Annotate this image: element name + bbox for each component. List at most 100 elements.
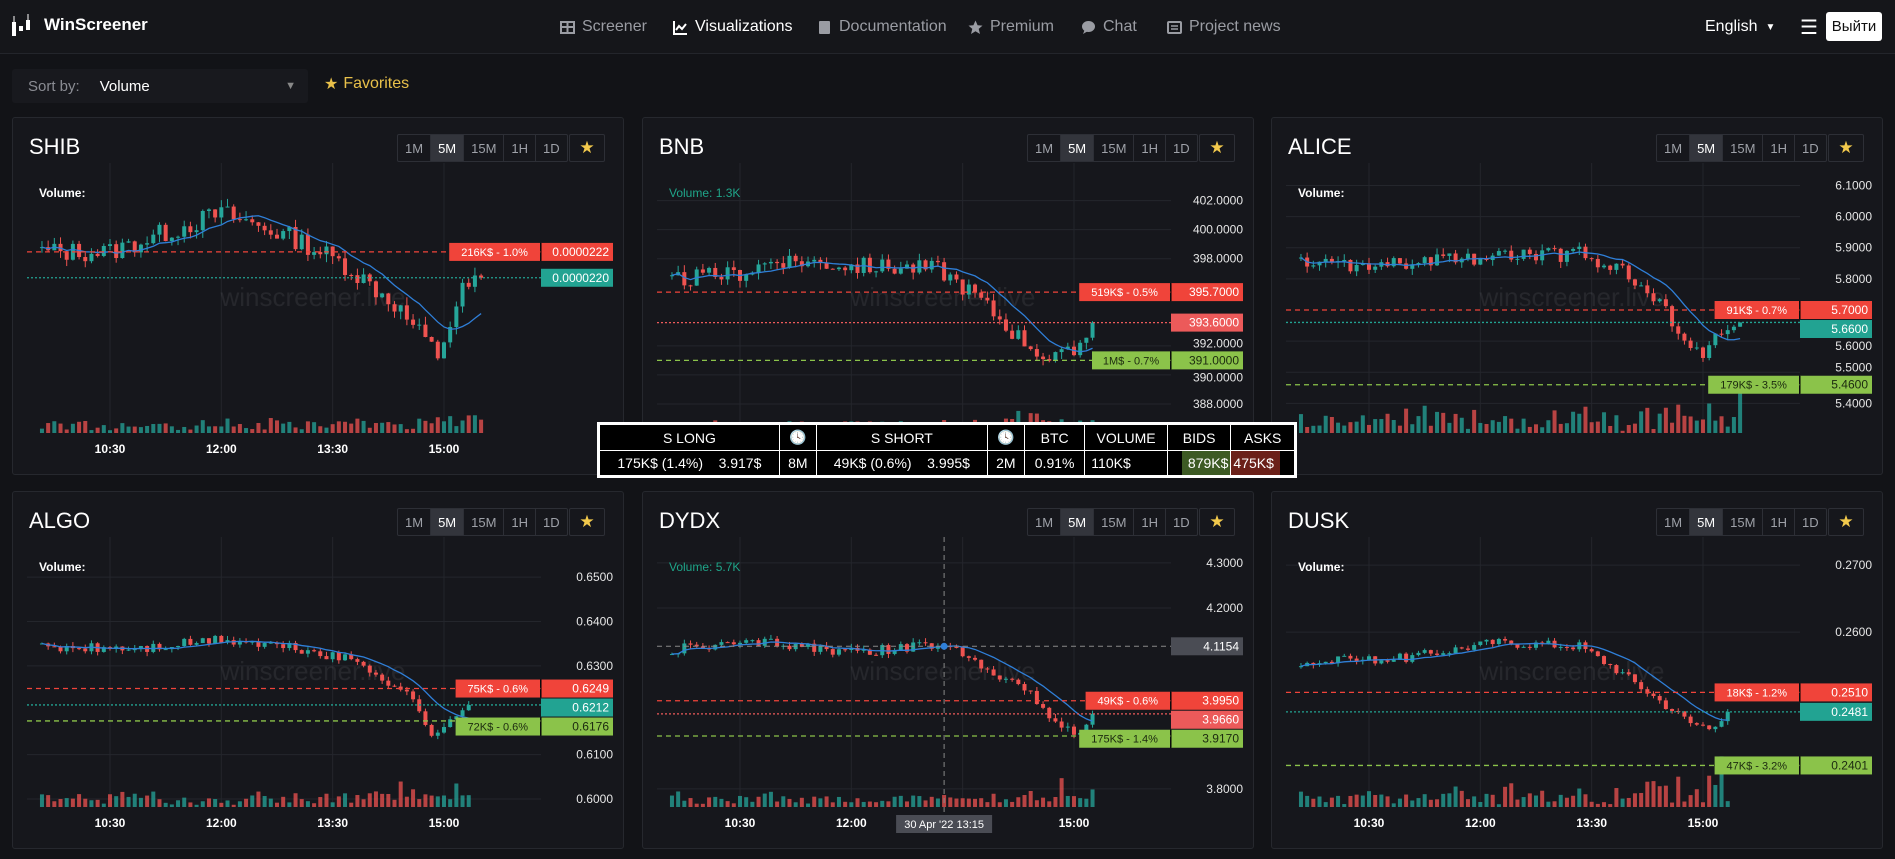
timeframe-1d-button[interactable]: 1D — [1802, 140, 1819, 156]
timeframe-15m-button[interactable]: 15M — [464, 509, 505, 535]
volume-bar — [163, 802, 168, 807]
candle-body — [1416, 263, 1421, 265]
crosshair-time-box — [896, 815, 993, 833]
timeframe-1m-button[interactable]: 1M — [1028, 509, 1062, 535]
timeframe-5m-button[interactable]: 5M — [431, 509, 465, 535]
candle-body — [880, 259, 885, 272]
timeframe-15m-button[interactable]: 15M — [1723, 509, 1764, 535]
candle-body — [423, 711, 428, 725]
nav-project-news[interactable]: Project news — [1167, 0, 1281, 54]
volume-bar — [880, 800, 885, 807]
volume-bar — [219, 426, 224, 433]
volume-bar — [1397, 425, 1402, 433]
timeframe-1h-button[interactable]: 1H — [1763, 509, 1796, 535]
volume-bar — [1428, 799, 1433, 807]
asks-amount: 475K$ — [1231, 451, 1280, 476]
candlestick-chart[interactable]: 10:30 12:00 13:30 15:00winscreener.live0.00… — [13, 118, 624, 475]
volume-bar — [1311, 425, 1316, 433]
timeframe-1m-button[interactable]: 1M — [398, 135, 432, 161]
candle-body — [1016, 679, 1021, 685]
nav-chat[interactable]: Chat — [1081, 0, 1137, 54]
timeframe-15m-button[interactable]: 15M — [1094, 135, 1135, 161]
timeframe-1d-button[interactable]: 1D — [543, 140, 560, 156]
candle-body — [299, 650, 304, 654]
candle-body — [1558, 646, 1563, 648]
candle-body — [157, 224, 162, 235]
candle-body — [1632, 674, 1637, 683]
timeframe-5m-button[interactable]: 5M — [1061, 509, 1095, 535]
y-tick-label: 0.6300 — [576, 659, 613, 673]
timeframe-1m-button[interactable]: 1M — [1028, 135, 1062, 161]
volume-bar — [1595, 421, 1600, 433]
timeframe-1h-button[interactable]: 1H — [504, 509, 537, 535]
candle-body — [200, 210, 205, 231]
ask-info-label: 519K$ - 0.5% — [1091, 287, 1158, 299]
timeframe-15m-button[interactable]: 15M — [1094, 509, 1135, 535]
app-logo[interactable]: WinScreener — [10, 12, 148, 38]
timeframe-group: 1M 5M 15M 1H 1D — [1656, 134, 1827, 162]
volume-bar — [1305, 427, 1310, 433]
volume-bar — [244, 798, 249, 807]
candle-body — [1065, 726, 1070, 728]
favorite-star-button[interactable]: ★ — [1828, 134, 1864, 162]
menu-icon[interactable]: ☰ — [1800, 16, 1818, 39]
timeframe-1h-button[interactable]: 1H — [1134, 135, 1167, 161]
timeframe-1d-button[interactable]: 1D — [1173, 140, 1190, 156]
timeframe-5m-button[interactable]: 5M — [431, 135, 465, 161]
candle-body — [1484, 258, 1489, 261]
candle-body — [991, 669, 996, 676]
timeframe-5m-button[interactable]: 5M — [1690, 135, 1724, 161]
candle-body — [682, 272, 687, 286]
favorite-star-button[interactable]: ★ — [569, 508, 605, 536]
star-icon: ★ — [579, 138, 595, 157]
candle-body — [472, 275, 477, 287]
candle-body — [1663, 299, 1668, 307]
x-tick-label: 12:00 — [206, 816, 237, 830]
candle-body — [194, 230, 199, 233]
favorite-star-button[interactable]: ★ — [1828, 508, 1864, 536]
timeframe-5m-button[interactable]: 5M — [1690, 509, 1724, 535]
candle-body — [1041, 356, 1046, 360]
language-select[interactable]: English ▼ — [1705, 0, 1775, 54]
timeframe-1m-button[interactable]: 1M — [1657, 135, 1691, 161]
volume-bar — [83, 420, 88, 433]
volume-bar — [355, 418, 360, 433]
timeframe-1d-button[interactable]: 1D — [1173, 514, 1190, 530]
timeframe-1h-button[interactable]: 1H — [504, 135, 537, 161]
volume-bar — [1602, 412, 1607, 433]
favorites-button[interactable]: ★ Favorites — [324, 74, 409, 94]
volume-bar — [274, 420, 279, 433]
candle-body — [793, 255, 798, 262]
candle-body — [750, 640, 755, 642]
nav-premium[interactable]: Premium — [968, 0, 1054, 54]
favorite-star-button[interactable]: ★ — [569, 134, 605, 162]
candle-body — [1465, 648, 1470, 650]
candlestick-chart[interactable]: 0.6500 0.6400 0.6300 0.6100 0.6000 10:30 12:00… — [13, 492, 624, 849]
favorite-star-button[interactable]: ★ — [1199, 508, 1235, 536]
volume-bar — [1422, 794, 1427, 807]
candlestick-chart[interactable]: 4.3000 4.2000 3.8000 10:30 12:00 15:00 winscre… — [643, 492, 1254, 849]
timeframe-1m-button[interactable]: 1M — [398, 509, 432, 535]
timeframe-1h-button[interactable]: 1H — [1134, 509, 1167, 535]
timeframe-1h-button[interactable]: 1H — [1763, 135, 1796, 161]
timeframe-1d-button[interactable]: 1D — [1802, 514, 1819, 530]
volume-bar — [145, 795, 150, 807]
candle-body — [1391, 659, 1396, 662]
candle-body — [1564, 646, 1569, 648]
favorite-star-button[interactable]: ★ — [1199, 134, 1235, 162]
timeframe-15m-button[interactable]: 15M — [1723, 135, 1764, 161]
nav-documentation[interactable]: Documentation — [817, 0, 947, 54]
timeframe-5m-button[interactable]: 5M — [1061, 135, 1095, 161]
sort-select[interactable]: Sort by: Volume ▼ — [12, 69, 308, 103]
timeframe-1d-button[interactable]: 1D — [543, 514, 560, 530]
candlestick-chart[interactable]: 6.1000 6.0000 5.9000 5.8000 5.6000 5.5000 5.40… — [1272, 118, 1883, 475]
candle-body — [460, 282, 465, 307]
timeframe-1m-button[interactable]: 1M — [1657, 509, 1691, 535]
candle-body — [237, 219, 242, 221]
timeframe-15m-button[interactable]: 15M — [464, 135, 505, 161]
nav-visualizations[interactable]: Visualizations — [673, 0, 793, 54]
nav-screener[interactable]: Screener — [560, 0, 647, 54]
candle-body — [361, 661, 366, 666]
logout-button[interactable]: Выйти — [1826, 12, 1882, 41]
